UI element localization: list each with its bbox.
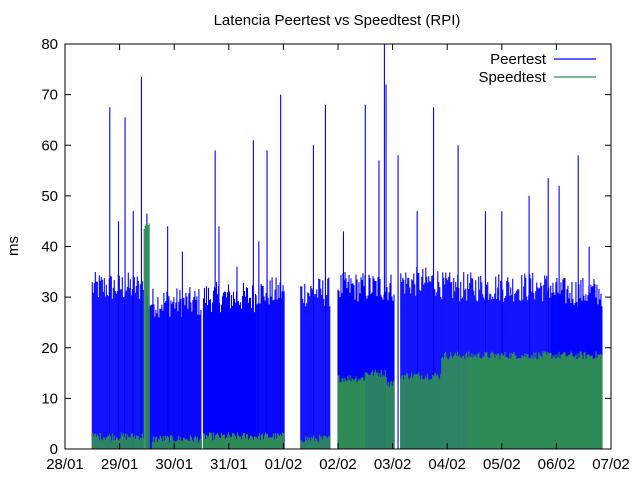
x-tick-label: 06/02 [538,456,576,473]
x-axis: 28/01 29/01 30/01 31/01 01/02 02/02 03/02 04/02… [46,44,630,473]
x-tick-label: 03/02 [374,456,412,473]
x-tick-label: 05/02 [483,456,521,473]
y-tick-label: 50 [41,188,58,205]
y-axis-label: ms [5,236,22,256]
y-tick-label: 0 [50,441,58,458]
y-axis: 0 10 20 30 40 50 60 70 80 [41,36,611,458]
x-tick-label: 30/01 [155,456,193,473]
x-tick-label: 29/01 [101,456,139,473]
x-tick-label: 04/02 [428,456,466,473]
y-tick-label: 10 [41,390,58,407]
legend-label-speedtest: Speedtest [478,69,546,86]
x-tick-label: 07/02 [592,456,630,473]
series-speedtest [91,223,603,449]
x-tick-label: 01/02 [265,456,303,473]
legend: Peertest Speedtest [478,51,596,86]
plot-area [91,44,603,449]
y-tick-label: 20 [41,340,58,357]
x-tick-label: 28/01 [46,456,84,473]
y-tick-label: 40 [41,239,58,256]
legend-label-peertest: Peertest [490,51,547,68]
y-tick-label: 60 [41,137,58,154]
y-tick-label: 80 [41,36,58,53]
y-tick-label: 70 [41,87,58,104]
x-tick-label: 02/02 [319,456,357,473]
x-tick-label: 31/01 [210,456,248,473]
plot-border [64,43,612,450]
y-tick-label: 30 [41,289,58,306]
chart-title: Latencia Peertest vs Speedtest (RPI) [214,12,461,29]
